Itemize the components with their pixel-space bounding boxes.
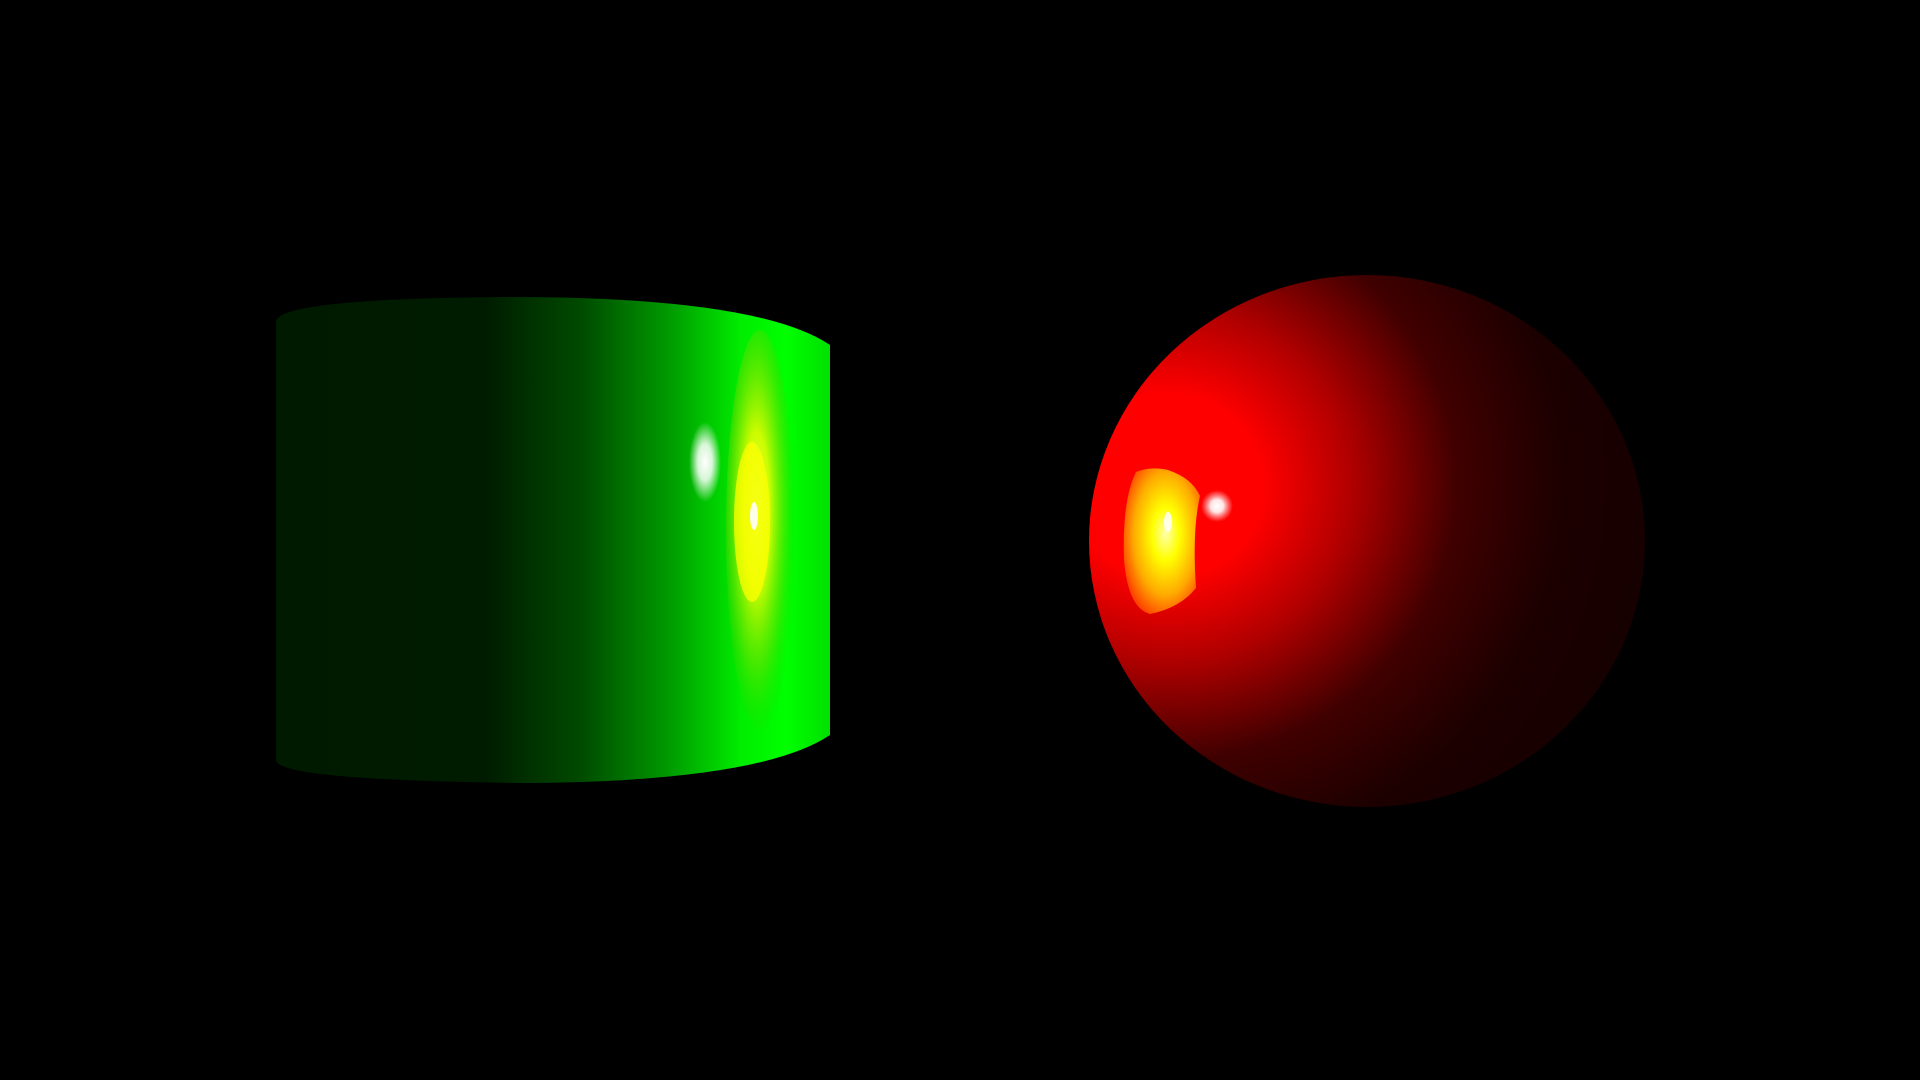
red-sphere — [1089, 275, 1645, 807]
cylinder-reflection-glint — [750, 502, 758, 530]
green-cylinder — [276, 297, 830, 783]
sphere-body — [1089, 275, 1645, 807]
sphere-specular-highlight — [1201, 490, 1233, 522]
cylinder-body — [276, 297, 830, 783]
sphere-reflection — [1123, 468, 1200, 614]
cylinder-specular-highlight — [689, 422, 721, 502]
sphere-reflection-glint — [1164, 512, 1172, 532]
